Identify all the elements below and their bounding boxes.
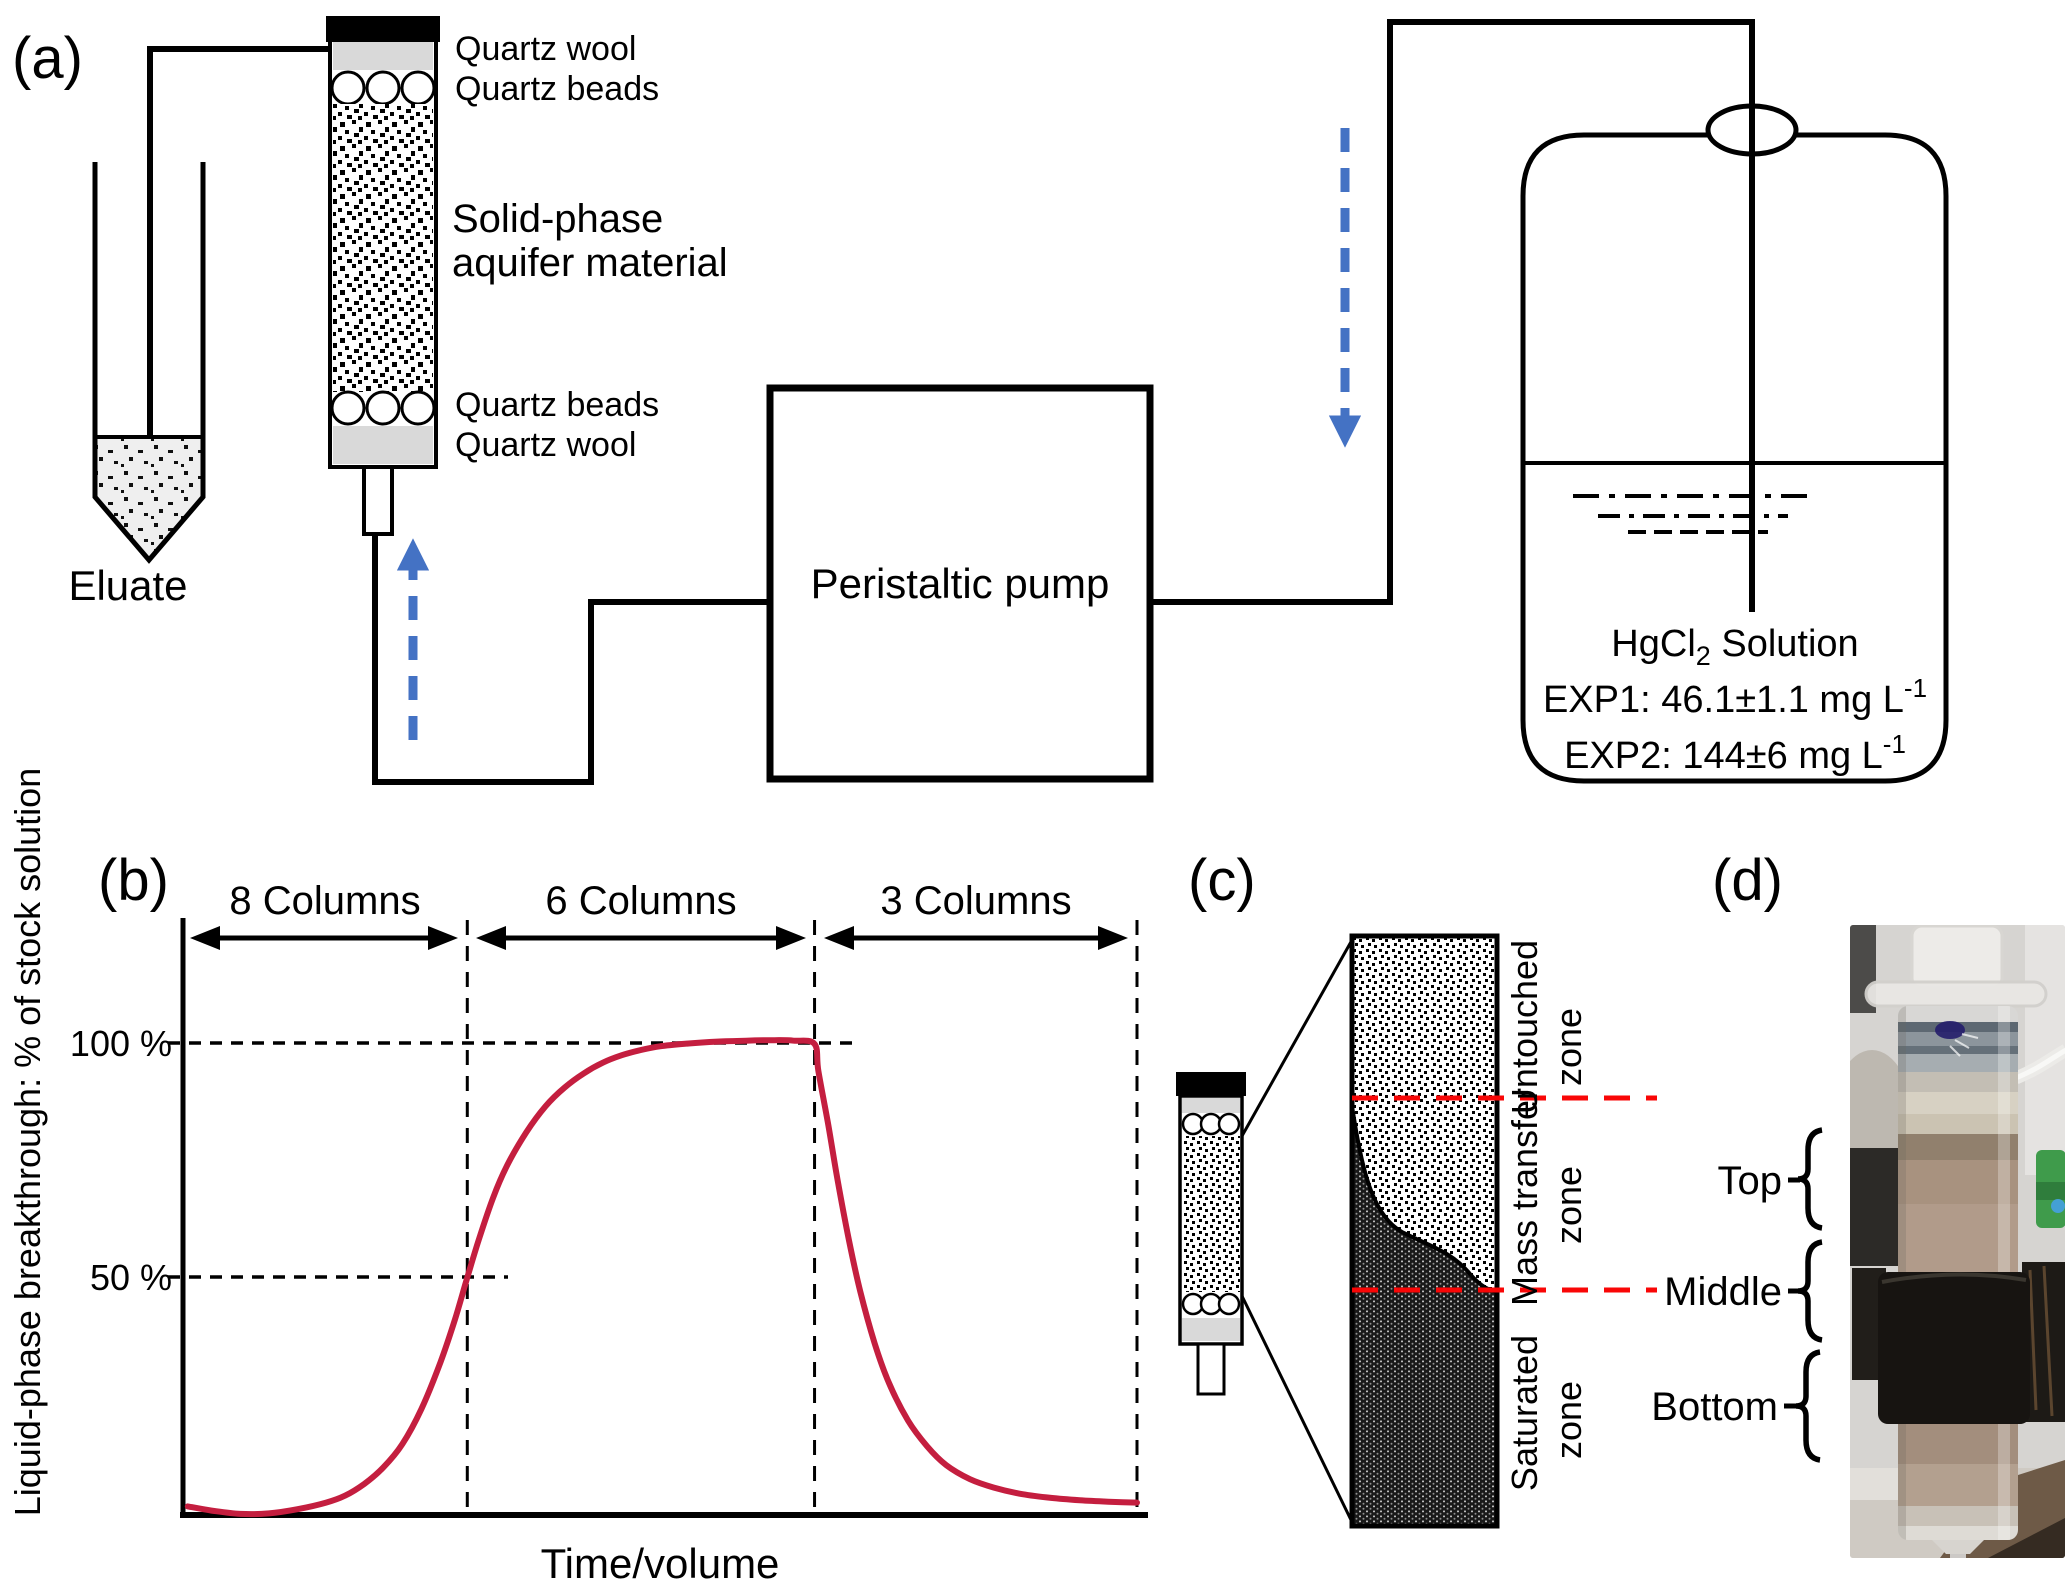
y-axis-title: Liquid-phase breakthrough: % of stock so…: [7, 768, 48, 1516]
zoomed-column-detail: [1349, 933, 1657, 1529]
mini-beads-top: [1181, 1112, 1241, 1136]
quartz-beads-top-label: Quartz beads: [455, 70, 659, 108]
mini-column: [1176, 1072, 1246, 1396]
breakthrough-curve: [184, 1037, 1140, 1518]
material-label-line2: aquifer material: [452, 241, 728, 285]
exp1-superscript: -1: [1904, 673, 1927, 703]
untouched-zone-label-line2: zone: [1548, 1008, 1589, 1086]
saturated-zone-label-line1: Saturated: [1504, 1335, 1545, 1491]
solution-suffix: Solution: [1711, 623, 1859, 665]
liquid-surface-marks: [1573, 494, 1815, 534]
aquifer-column: [326, 16, 440, 536]
quartz-beads-bottom: [330, 390, 436, 426]
panel-a-label: (a): [12, 26, 83, 91]
saturated-zone-fill: [1352, 1106, 1497, 1526]
mini-column-cap: [1176, 1072, 1246, 1096]
column-cap: [326, 16, 440, 42]
reservoir-bottle: HgCl2 Solution EXP1: 46.1±1.1 mg L-1 EXP…: [1520, 132, 1949, 784]
mini-beads-bottom: [1181, 1292, 1241, 1316]
photo-syringe-flange: [1864, 980, 2048, 1008]
tubing-pump-to-reservoir: [1150, 19, 1755, 612]
tubing-column-to-eluate: [147, 46, 330, 437]
column-outlet: [362, 465, 394, 536]
quartz-beads-bottom-label: Quartz beads: [455, 386, 659, 424]
bottle-outline: [1520, 132, 1949, 784]
solution-subscript: 2: [1696, 641, 1711, 671]
untouched-zone-label-line1: Untouched: [1504, 940, 1545, 1114]
section-label-bottom: Bottom: [1651, 1385, 1778, 1429]
tubing-column-to-pump: [372, 534, 770, 785]
photo-column-tip: [1932, 1540, 1984, 1554]
mini-wool-top: [1182, 1098, 1240, 1113]
brace-top-icon: [1797, 1127, 1823, 1231]
photo-panel: [1850, 925, 2065, 1558]
aquifer-material-fill: [333, 104, 433, 392]
eluate-tube-outline: [92, 162, 206, 564]
mini-aquifer-fill: [1182, 1136, 1240, 1292]
mass-transfer-zone-label-line2: zone: [1548, 1166, 1589, 1244]
quartz-beads-top: [330, 70, 436, 106]
material-label-line1: Solid-phase: [452, 197, 663, 241]
zoom-connector-bottom: [1240, 1295, 1354, 1523]
tick-100: 100 %: [70, 1023, 172, 1064]
panel-c-label: (c): [1188, 848, 1256, 913]
mini-column-outlet: [1196, 1342, 1226, 1396]
panel-b-label: (b): [98, 848, 169, 913]
breakthrough-chart: 8 Columns 6 Columns 3 Columns 100 % 50 %…: [7, 768, 1148, 1587]
eluate-label: Eluate: [68, 562, 187, 609]
quartz-wool-top-band: [333, 42, 433, 70]
phase-label-3: 3 Columns: [880, 879, 1071, 923]
exp2-text: EXP2: 144±6 mg L: [1564, 735, 1883, 777]
pump-box: [766, 384, 1154, 783]
mass-transfer-zone-label-line1: Mass transfer: [1504, 1088, 1545, 1306]
mini-wool-bottom: [1182, 1318, 1240, 1341]
pump-label: Peristaltic pump: [811, 560, 1110, 607]
exp1-text: EXP1: 46.1±1.1 mg L: [1543, 679, 1904, 721]
panel-d-label: (d): [1712, 848, 1783, 913]
solution-name: HgCl: [1611, 623, 1695, 665]
saturated-zone-label-line2: zone: [1548, 1381, 1589, 1459]
mass-transfer-front: [1350, 1105, 1498, 1294]
section-label-middle: Middle: [1664, 1270, 1782, 1314]
photo-clamp-left-arm: [1850, 1148, 1900, 1266]
reservoir-solution-label: HgCl2 Solution: [1611, 623, 1858, 671]
tick-50: 50 %: [90, 1257, 172, 1298]
quartz-wool-bottom-label: Quartz wool: [455, 426, 636, 464]
section-label-top: Top: [1718, 1159, 1783, 1203]
reservoir-exp1-label: EXP1: 46.1±1.1 mg L-1: [1543, 673, 1927, 721]
exp2-superscript: -1: [1883, 729, 1906, 759]
brace-bottom-icon: [1795, 1349, 1821, 1463]
phase-label-1: 8 Columns: [229, 879, 420, 923]
zoom-connector-top: [1240, 939, 1354, 1137]
photo-clamp: [1878, 1272, 2030, 1424]
reservoir-exp2-label: EXP2: 144±6 mg L-1: [1564, 729, 1906, 777]
quartz-wool-top-label: Quartz wool: [455, 30, 636, 68]
x-axis-title: Time/volume: [541, 1540, 780, 1587]
brace-middle-icon: [1797, 1239, 1823, 1343]
eluate-liquid: [97, 437, 201, 558]
photo-ink-spot: [1935, 1021, 1965, 1039]
photo-syringe-cap: [1910, 925, 2004, 990]
phase-label-2: 6 Columns: [545, 879, 736, 923]
quartz-wool-bottom-band: [333, 426, 433, 464]
zoomed-column-outline: [1349, 933, 1500, 1529]
